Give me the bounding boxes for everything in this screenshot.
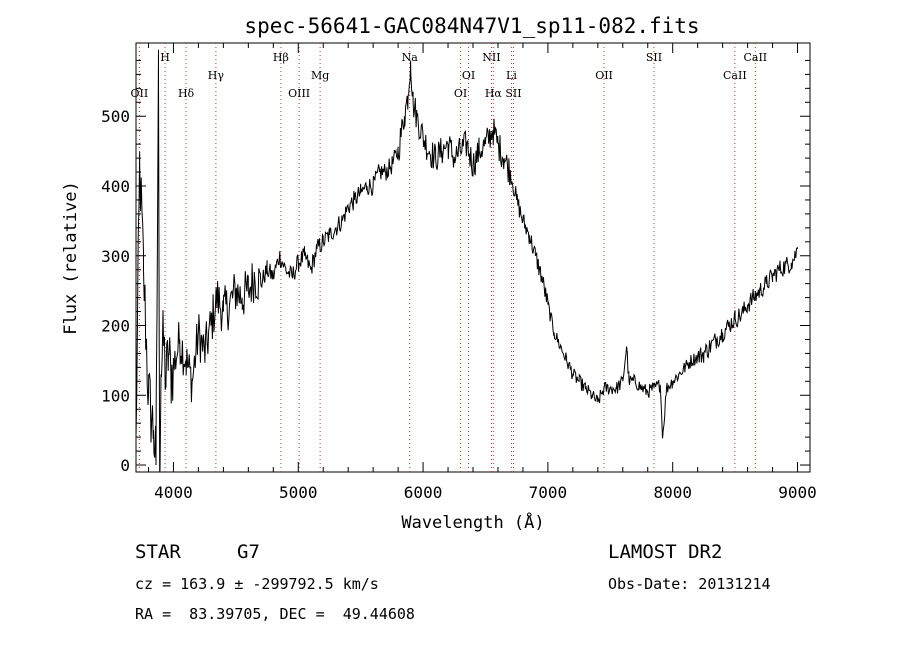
chart-title: spec-56641-GAC084N47V1_sp11-082.fits [244, 14, 699, 38]
line-marker-label: SII [505, 87, 521, 100]
y-tick-label: 300 [101, 247, 130, 266]
y-tick-label: 200 [101, 317, 130, 336]
y-tick-label: 100 [101, 386, 130, 405]
line-marker-label: Li [506, 69, 517, 82]
survey-name: LAMOST DR2 [608, 541, 723, 563]
line-marker-label: OII [595, 69, 613, 82]
x-tick-label: 8000 [653, 483, 692, 502]
spectrum-series [135, 49, 798, 473]
x-tick-label: 4000 [154, 483, 193, 502]
obs-date: Obs-Date: 20131214 [608, 575, 771, 593]
line-marker-label: SII [646, 51, 662, 64]
line-marker-label: Na [402, 51, 419, 64]
x-axis-label: Wavelength (Å) [401, 511, 544, 533]
coordinates: RA = 83.39705, DEC = 49.44608 [135, 605, 415, 623]
line-marker-label: Mg [311, 69, 329, 82]
line-marker-label: Hδ [178, 87, 195, 100]
x-tick-label: 9000 [778, 483, 817, 502]
object-subclass: G7 [237, 541, 260, 563]
y-tick-label: 500 [101, 107, 130, 126]
x-tick-label: 5000 [279, 483, 318, 502]
object-class: STAR [135, 541, 181, 563]
x-tick-label: 6000 [404, 483, 443, 502]
y-axis-label: Flux (relative) [61, 181, 81, 335]
spectrum-line [135, 49, 798, 473]
y-tick-label: 400 [101, 177, 130, 196]
line-marker-label: NII [482, 51, 500, 64]
line-marker-label: Hα [485, 87, 503, 100]
line-marker-label: H [160, 51, 170, 64]
line-marker-label: OIII [288, 87, 310, 100]
line-marker-label: OI [454, 87, 467, 100]
line-marker-label: Hβ [273, 51, 289, 64]
plot-frame [135, 42, 811, 473]
x-tick-label: 7000 [529, 483, 568, 502]
y-axis-ticks: 0 100 200 300 400 500 [101, 59, 810, 475]
line-marker-label: OI [462, 69, 475, 82]
y-tick-label: 0 [120, 456, 130, 475]
redshift-readout: cz = 163.9 ± -299792.5 km/s [135, 575, 379, 593]
line-marker-label: Hγ [208, 69, 225, 82]
line-marker-label: OII [131, 87, 149, 100]
line-marker-label: CaII [723, 69, 747, 82]
line-marker-label: CaII [743, 51, 767, 64]
x-axis-ticks: 4000 5000 6000 7000 8000 9000 [147, 43, 817, 502]
